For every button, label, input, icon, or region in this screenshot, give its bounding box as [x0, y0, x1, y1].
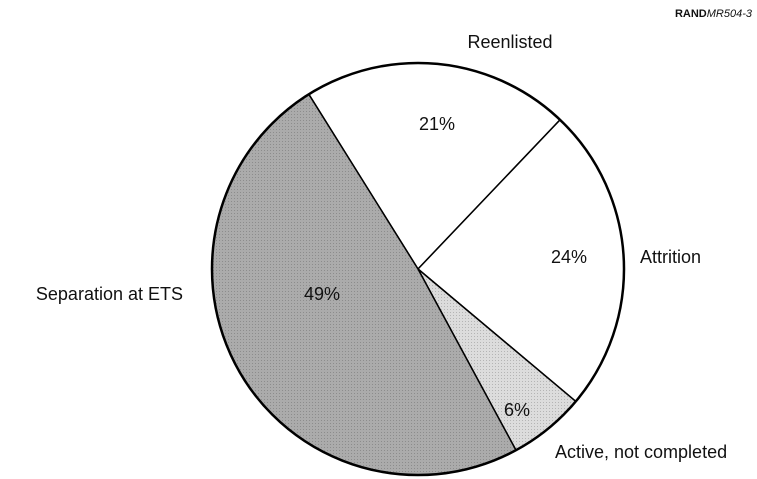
value-label: 6%: [504, 400, 530, 420]
slice-texture: [418, 269, 576, 451]
value-label: 24%: [551, 247, 587, 267]
value-label: 21%: [419, 114, 455, 134]
category-label: Reenlisted: [467, 32, 552, 52]
source-prefix: RAND: [675, 8, 707, 20]
category-label: Attrition: [640, 247, 701, 267]
value-label: 49%: [304, 284, 340, 304]
slice-texture: [211, 94, 516, 476]
category-label: Active, not completed: [555, 442, 727, 462]
pie-outline: [210, 61, 626, 477]
source-id: MR504-3: [707, 8, 753, 20]
category-label: Separation at ETS: [36, 284, 183, 304]
